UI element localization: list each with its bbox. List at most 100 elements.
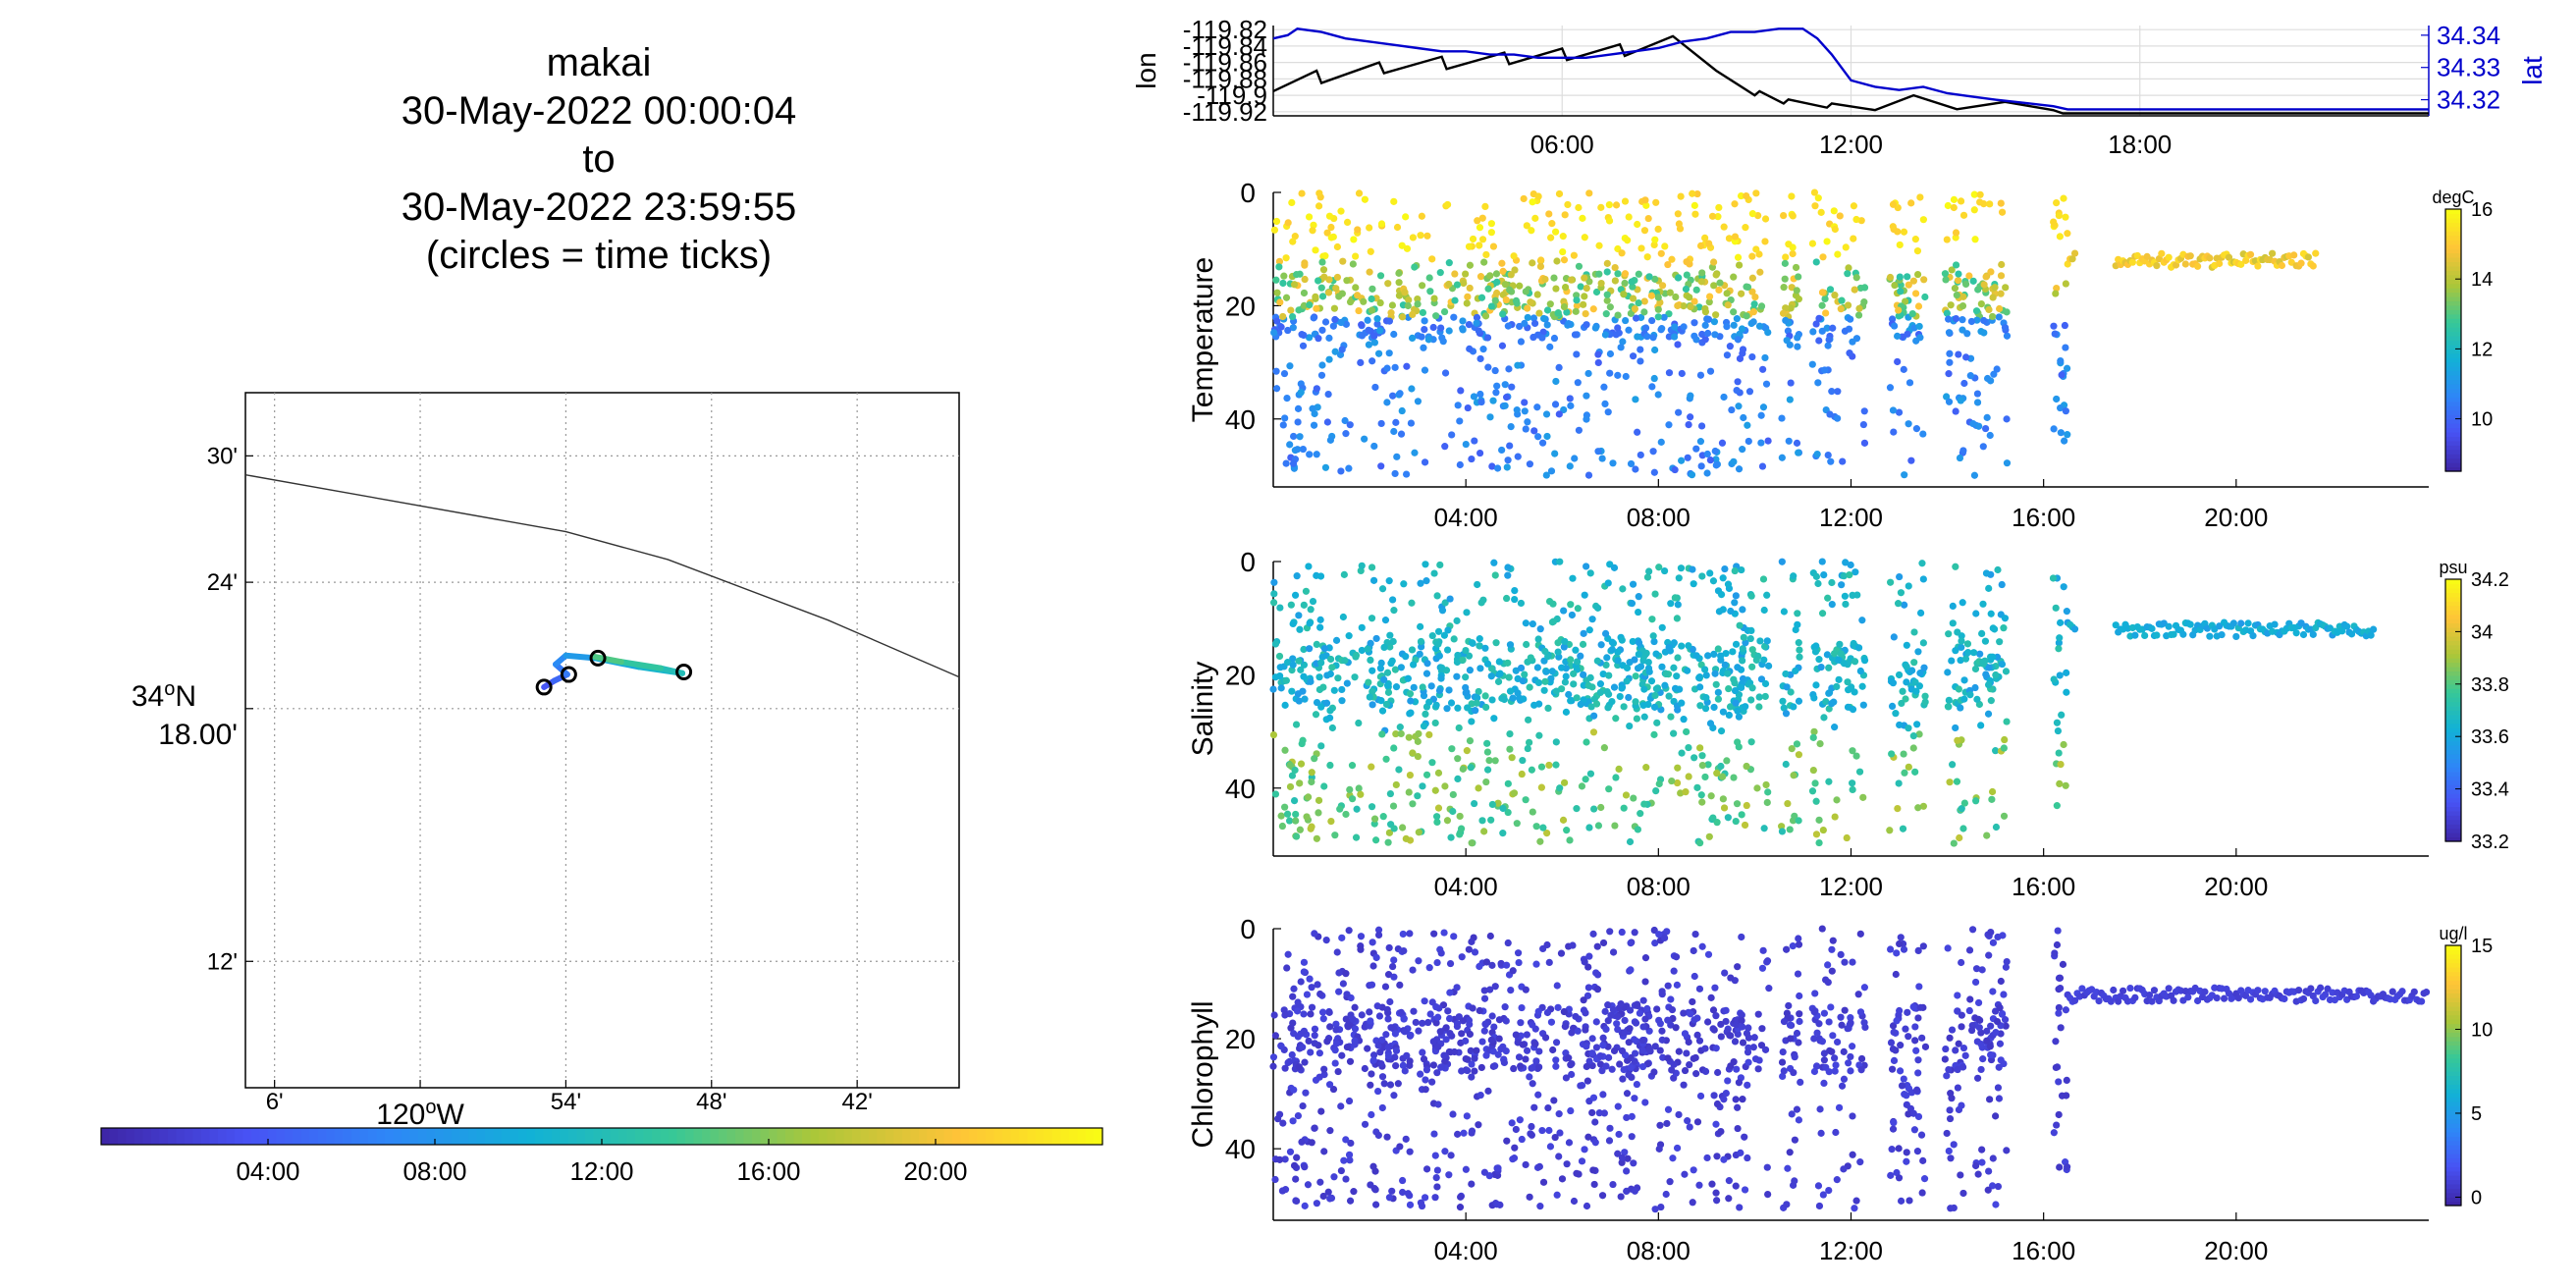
salinity-point [1696,839,1704,847]
chlorophyll-point [1741,1186,1749,1194]
temperature-point [1318,258,1326,266]
salinity-point [1841,592,1849,600]
salinity-point [1574,605,1582,613]
chlorophyll-point [1591,1118,1599,1126]
salinity-point [1979,600,1987,608]
colorbar-cell [201,1128,211,1145]
colorbar-cell [526,1128,536,1145]
chlorophyll-point [1847,1019,1854,1027]
salinity-point [1908,667,1916,674]
temperature-point [1651,275,1659,283]
temperature-point [1756,268,1764,276]
chlorophyll-point [1975,1024,1983,1032]
chlorophyll-point [1710,1092,1718,1100]
chlorophyll-point [2063,1076,2070,1084]
salinity-point [1529,619,1536,628]
chlorophyll-point [1522,1160,1530,1169]
salinity-point [1317,703,1325,711]
salinity-point [1552,761,1560,769]
salinity-point [1319,683,1327,691]
temperature-point [1601,331,1610,339]
chlorophyll-point [1919,942,1927,950]
temperature-point [1343,218,1352,226]
salinity-point [1709,577,1718,585]
salinity-point [1680,716,1688,724]
chlorophyll-point [1466,1030,1475,1039]
colorbar-tick-label: 34 [2471,621,2493,643]
salinity-point [1427,682,1435,690]
temperature-point [1851,286,1858,294]
salinity-point [1905,582,1912,590]
salinity-point [1352,651,1361,660]
salinity-point [1539,824,1547,832]
salinity-point [1977,722,1985,729]
salinity-point [1434,804,1443,812]
salinity-point [1368,763,1375,771]
chlorophyll-point [1754,1065,1762,1073]
chlorophyll-point [1691,1053,1699,1062]
colorbar-cell [2445,1041,2461,1046]
temperature-point [1690,201,1698,209]
chlorophyll-point [2194,996,2202,1005]
chlorophyll-point [1656,1121,1664,1129]
salinity-point [1913,721,1921,728]
chlorophyll-point [1833,1176,1841,1184]
chlorophyll-point [1818,1038,1827,1046]
temperature-point [1478,236,1487,243]
salinity-point [1358,646,1366,655]
temperature-point [1621,279,1629,288]
temperature-point [1543,432,1551,441]
position-xtick-label: 18:00 [2108,130,2172,159]
chlorophyll-point [1584,984,1592,992]
temperature-point [1913,270,1922,279]
temperature-point [1521,399,1529,406]
colorbar-cell [2445,605,2461,611]
colorbar-cell [2445,801,2461,807]
temperature-point [1795,449,1802,456]
chlorophyll-point [1583,1202,1591,1210]
colorbar-cell [2445,1093,2461,1099]
title-line-note: (circles = time ticks) [425,234,773,277]
salinity-point [1661,681,1669,689]
salinity-point [1288,687,1296,695]
salinity-point [2237,619,2245,627]
chlorophyll-point [1897,934,1905,941]
chlorophyll-point [1457,1193,1465,1201]
salinity-point [1852,568,1859,576]
salinity-point [1851,688,1858,696]
temperature-point [2062,344,2069,351]
salinity-point [1577,700,1584,709]
chlorophyll-point [1440,929,1448,937]
temperature-point [1965,272,1973,280]
salinity-point [1780,704,1788,712]
salinity-point [1833,682,1841,691]
temperature-point [1735,261,1744,269]
salinity-point [1704,652,1712,660]
salinity-point [1697,791,1705,799]
chlorophyll-point [1765,985,1773,993]
colorbar-cell [2445,631,2461,637]
chlorophyll-point [1589,1094,1598,1101]
chlorophyll-point [1662,1190,1670,1199]
temperature-point [1272,217,1281,226]
chlorophyll-point [1837,950,1845,959]
temperature-point [1566,462,1574,470]
temperature-point [1282,254,1290,262]
temperature-point [1680,302,1688,310]
chlorophyll-point [1390,973,1398,981]
chlorophyll-point [1712,1045,1720,1052]
temperature-point [1712,311,1720,319]
salinity-point [1592,700,1601,708]
chlorophyll-point [1312,1076,1320,1084]
temperature-point [1476,242,1483,249]
chlorophyll-point [1555,1110,1563,1118]
chlorophyll-point [1342,1136,1350,1144]
salinity-point [1596,688,1604,697]
colorbar-cell [2445,1123,2461,1129]
salinity-point [1992,671,2000,679]
temperature-point [1603,291,1611,298]
chlorophyll-point [1494,1164,1502,1172]
salinity-point [2060,740,2067,749]
salinity-point [1506,687,1515,695]
